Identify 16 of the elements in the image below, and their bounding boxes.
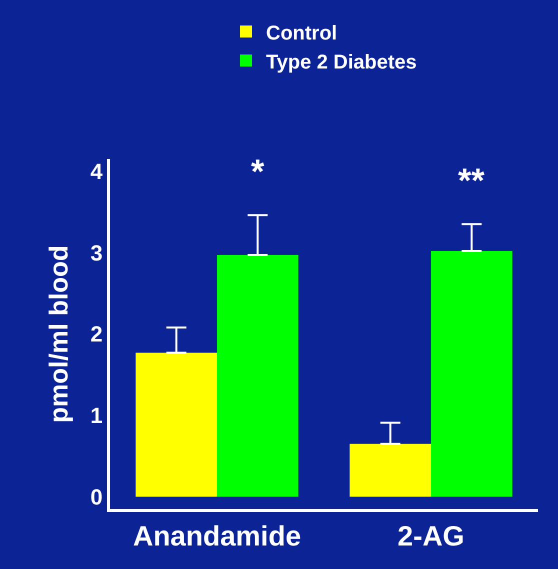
legend-label: Type 2 Diabetes [266, 51, 417, 74]
annotation: * [251, 153, 265, 191]
bar [217, 255, 298, 497]
y-tick-label: 1 [90, 403, 103, 428]
x-tick-label: Anandamide [132, 520, 302, 552]
y-tick-label: 0 [90, 484, 103, 510]
x-tick-label: 2-AG [398, 520, 464, 552]
y-tick-label: 3 [90, 240, 103, 266]
legend-label: Control [266, 22, 338, 44]
y-axis-title: pmol/ml blood [44, 245, 74, 423]
bar [350, 444, 431, 497]
y-tick-label: 2 [90, 322, 103, 347]
bar [136, 352, 217, 497]
bar [431, 250, 512, 497]
annotation: ** [458, 162, 486, 200]
y-tick-label: 4 [90, 158, 104, 184]
